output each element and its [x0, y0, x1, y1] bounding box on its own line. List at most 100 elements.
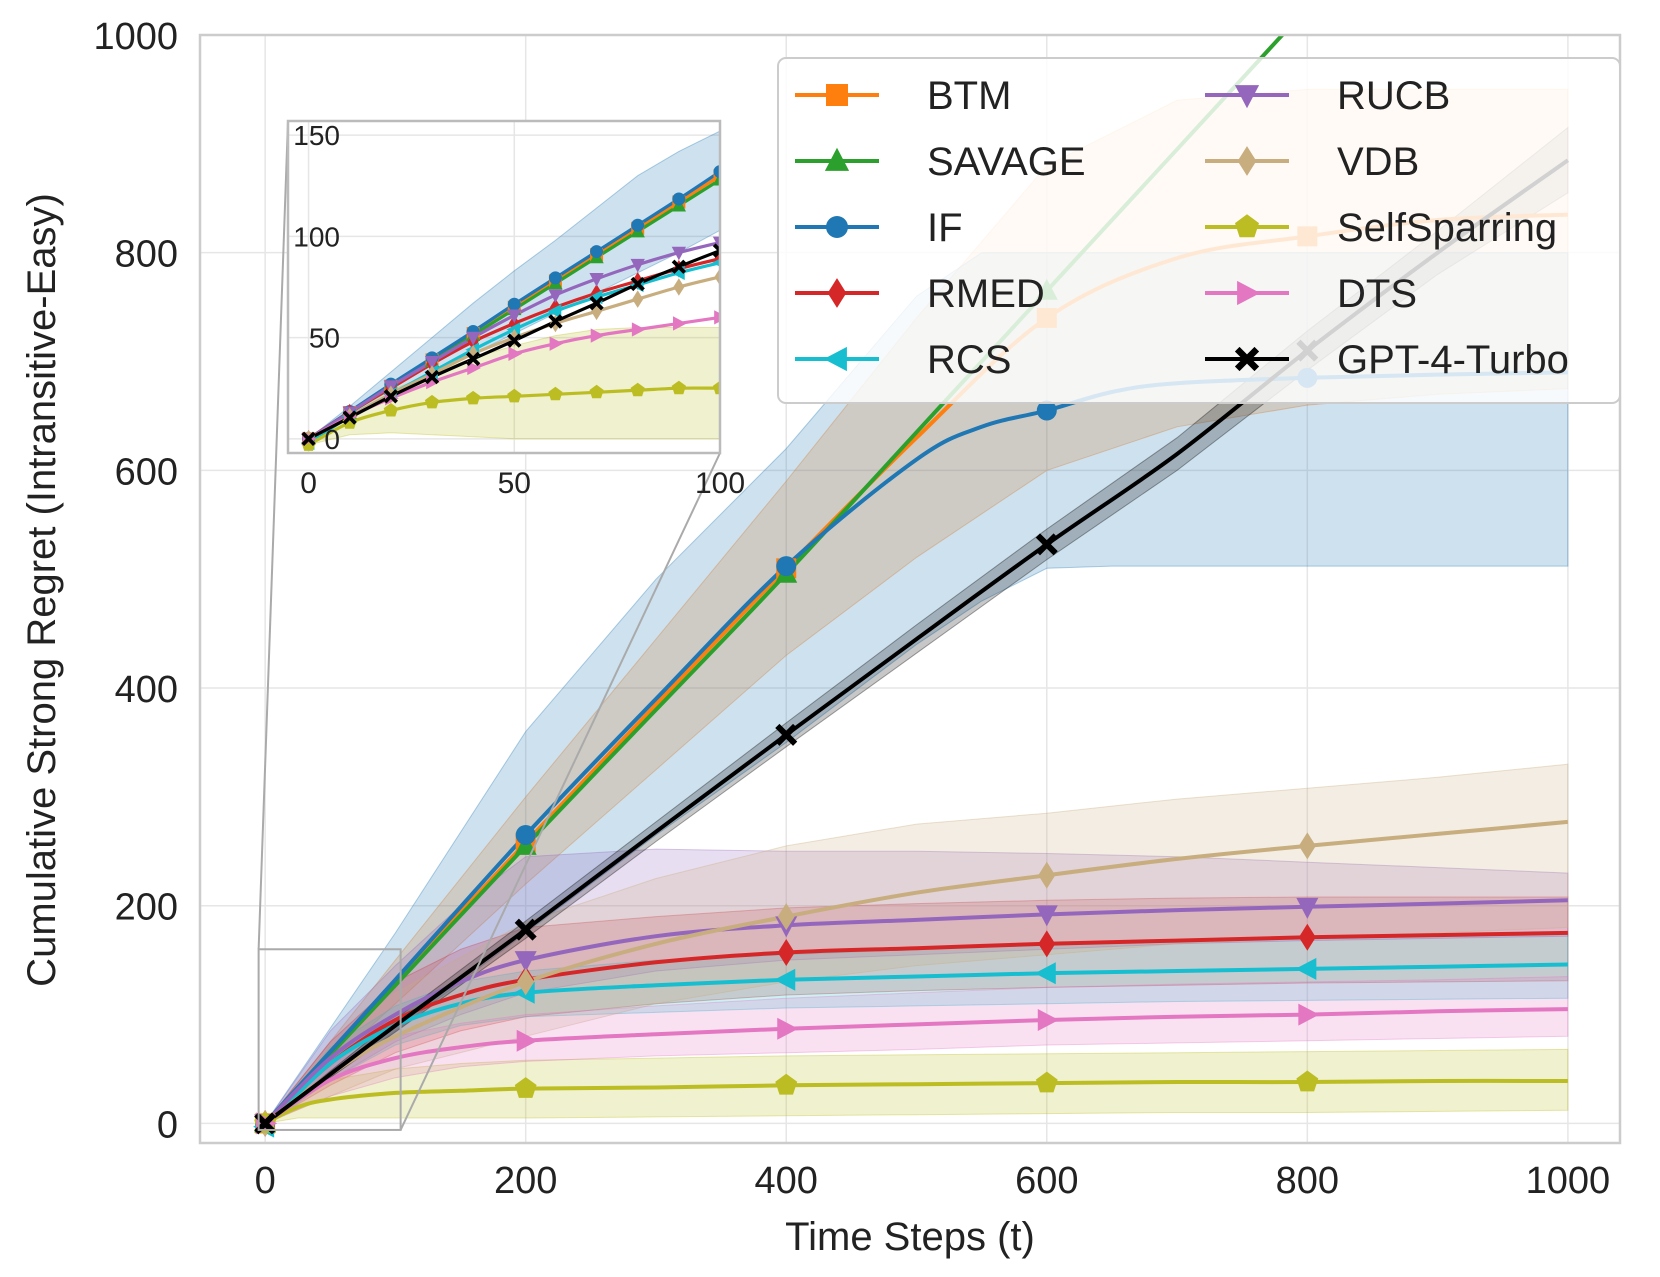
marker-rucb-t200 [514, 951, 537, 973]
inset-marker-gpt-4-turbo-t100 [712, 243, 720, 258]
inset-marker-dts-t100 [714, 310, 720, 325]
x-axis-label: Time Steps (t) [785, 1215, 1035, 1259]
inset-marker-vdb-t80 [632, 290, 644, 308]
inset-y-tick-label-0: 0 [324, 424, 340, 455]
inset-marker-selfsparring-t80 [630, 382, 645, 397]
inset-marker-gpt-4-turbo-t60 [548, 314, 563, 329]
inset-marker-selfsparring-t50 [507, 388, 522, 403]
legend-marker-rcs [823, 346, 847, 372]
inset-x-tick-label-50: 50 [498, 467, 531, 500]
marker-dts-t800 [1298, 1003, 1320, 1026]
marker-rcs-t800 [1295, 957, 1317, 980]
inset-marker-selfsparring-t30 [424, 394, 440, 409]
y-tick-label-1000: 1000 [93, 16, 178, 58]
marker-rcs-t400 [774, 968, 796, 991]
inset-marker-rucb-t40 [465, 331, 481, 346]
inset-marker-rcs-t60 [547, 304, 562, 319]
x-tick-label-200: 200 [494, 1160, 557, 1202]
legend-item-rucb: RUCB [1205, 74, 1450, 118]
inset-marker-if-t70 [590, 245, 604, 259]
inset-marker-gpt-4-turbo-t40 [465, 351, 481, 367]
inset-series-markers [300, 165, 720, 451]
inset-marker-rucb-t90 [671, 246, 687, 261]
marker-selfsparring-t600 [1035, 1071, 1058, 1093]
inset-marker-dts-t90 [673, 316, 687, 331]
marker-rmed-t800 [1298, 923, 1316, 951]
inset-marker-vdb-t100 [714, 268, 720, 286]
x-tick-label-1000: 1000 [1526, 1160, 1611, 1202]
inset-marker-selfsparring-t60 [548, 386, 563, 401]
marker-rcs-t600 [1034, 962, 1056, 985]
marker-vdb-t800 [1298, 832, 1316, 860]
marker-if-t600 [1036, 400, 1057, 421]
x-tick-label-600: 600 [1015, 1160, 1078, 1202]
legend-marker-gpt-4-turbo [1234, 346, 1260, 372]
inset-marker-dts-t60 [549, 336, 564, 351]
marker-rucb-t600 [1035, 905, 1058, 927]
legend-marker-if [826, 216, 848, 238]
inset-marker-if-t100 [713, 165, 720, 179]
inset-marker-rucb-t70 [589, 273, 604, 287]
marker-vdb-t600 [1038, 861, 1056, 889]
legend-box [777, 57, 1621, 404]
zoom-connector-top [257, 120, 289, 950]
marker-selfsparring-t400 [775, 1073, 798, 1095]
marker-vdb-t200 [517, 968, 535, 996]
inset-x-tick-label-100: 100 [695, 467, 745, 500]
legend-item-if: IF [795, 206, 963, 250]
legend-label-vdb: VDB [1337, 140, 1419, 184]
inset-marker-dts-t40 [467, 360, 481, 376]
marker-rucb-t800 [1296, 897, 1319, 919]
legend-item-gpt-4-turbo: GPT-4-Turbo [1205, 338, 1569, 382]
legend-label-dts: DTS [1337, 272, 1417, 316]
inset-marker-gpt-4-turbo-t20 [383, 389, 399, 404]
inset-chart: 0 50 100 0 50 100 150 [286, 119, 745, 500]
inset-confidence-bands [308, 130, 720, 446]
legend-label-selfsparring: SelfSparring [1337, 206, 1557, 250]
marker-rmed-t600 [1038, 930, 1056, 958]
inset-marker-gpt-4-turbo-t80 [630, 276, 645, 292]
inset-marker-vdb-t30 [426, 365, 438, 383]
legend-label-rucb: RUCB [1337, 74, 1450, 118]
x-tick-label-400: 400 [755, 1160, 818, 1202]
inset-band-selfsparring [308, 327, 720, 446]
y-tick-label-800: 800 [115, 234, 178, 276]
legend-item-btm: BTM [795, 74, 1011, 118]
legend-item-vdb: VDB [1205, 140, 1419, 184]
zoom-connector-lines [257, 120, 721, 1131]
marker-selfsparring-t200 [514, 1077, 537, 1098]
y-tick-label-0: 0 [157, 1104, 178, 1146]
band-if [264, 252, 1569, 1124]
inset-marker-if-t60 [548, 271, 562, 285]
legend-item-rcs: RCS [795, 338, 1011, 382]
line-rcs [263, 962, 1568, 1129]
inset-marker-if-t80 [631, 218, 645, 232]
inset-frame [286, 119, 722, 455]
marker-vdb-t400 [777, 903, 795, 931]
y-axis-label: Cumulative Strong Regret (Intransitive-E… [20, 193, 64, 987]
inset-marker-gpt-4-turbo-t30 [424, 369, 440, 385]
inset-marker-selfsparring-t90 [671, 380, 686, 395]
band-dts [264, 975, 1569, 1124]
inset-marker-selfsparring-t20 [383, 403, 398, 417]
inset-marker-dts-t50 [508, 346, 523, 361]
inset-marker-dts-t80 [631, 322, 646, 337]
legend-label-btm: BTM [927, 74, 1011, 118]
legend-marker-savage [824, 147, 850, 171]
legend-label-if: IF [927, 206, 963, 250]
inset-x-tick-label-0: 0 [300, 467, 317, 500]
zoom-source-region [257, 948, 402, 1131]
inset-marker-dts-t70 [590, 328, 605, 343]
inset-marker-selfsparring-t100 [712, 380, 720, 395]
inset-marker-gpt-4-turbo-t0 [301, 431, 316, 446]
inset-marker-rucb-t30 [424, 356, 440, 370]
legend-label-savage: SAVAGE [927, 140, 1086, 184]
inset-y-tick-label-100: 100 [293, 221, 340, 252]
marker-rmed-t400 [777, 939, 795, 967]
inset-marker-gpt-4-turbo-t50 [507, 333, 522, 348]
marker-dts-t600 [1037, 1009, 1059, 1032]
legend-marker-rmed [827, 278, 847, 308]
inset-marker-vdb-t90 [673, 278, 685, 296]
legend-label-rcs: RCS [927, 338, 1011, 382]
legend-item-rmed: RMED [795, 272, 1045, 316]
